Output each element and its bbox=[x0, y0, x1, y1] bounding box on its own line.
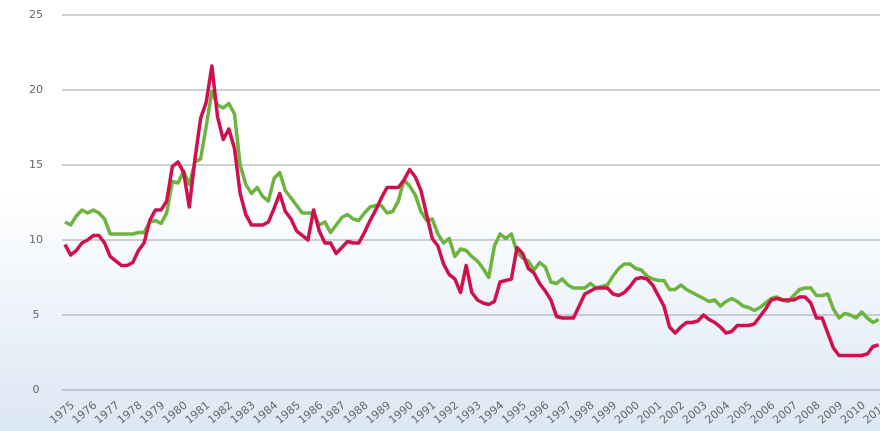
y-tick-label: 10 bbox=[29, 233, 43, 246]
y-tick-label: 20 bbox=[29, 83, 43, 96]
y-tick-label: 25 bbox=[29, 8, 43, 21]
series-line bbox=[63, 64, 880, 358]
y-tick-label: 0 bbox=[33, 383, 40, 396]
series-line bbox=[64, 89, 880, 325]
y-tick-label: 5 bbox=[33, 308, 40, 321]
y-tick-label: 15 bbox=[29, 158, 43, 171]
